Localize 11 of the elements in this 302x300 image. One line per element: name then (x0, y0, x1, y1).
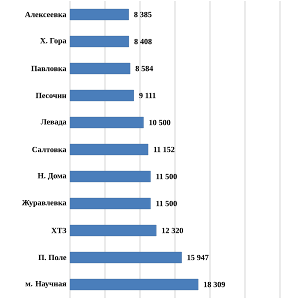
bar (70, 170, 151, 182)
bar (70, 116, 144, 128)
bar (70, 278, 198, 290)
bar (70, 8, 129, 20)
bar (70, 198, 151, 210)
bar (70, 224, 156, 236)
bar (70, 252, 182, 264)
bar (70, 36, 130, 48)
bar (70, 62, 130, 74)
bar (70, 144, 148, 156)
bar (70, 90, 134, 102)
